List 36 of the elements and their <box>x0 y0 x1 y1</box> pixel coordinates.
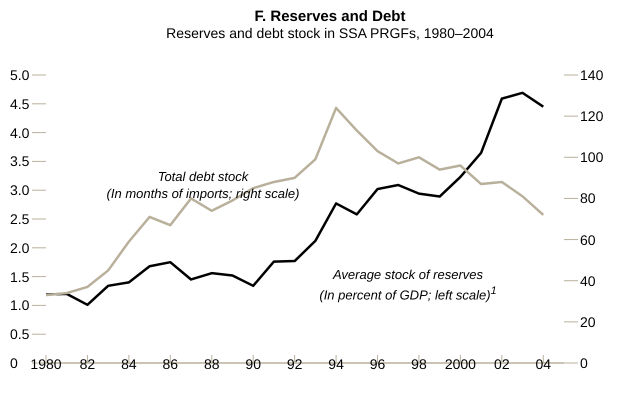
chart-title: F. Reserves and Debt <box>254 8 406 25</box>
y2-tick-label: 20 <box>580 312 596 331</box>
x-tick-label: 90 <box>245 356 262 372</box>
chart-subtitle: Reserves and debt stock in SSA PRGFs, 1980–2004 <box>165 25 495 41</box>
x-tick-label: 96 <box>370 356 386 372</box>
series-label: Total debt stock (In months of imports; right scale) <box>106 168 300 202</box>
y2-tick-label: 100 <box>580 148 604 166</box>
y2-tick-label: 140 <box>580 66 604 84</box>
y-tick-label: 2.5 <box>10 210 30 228</box>
y-tick-label: 1.0 <box>10 296 30 314</box>
x-tick-label: 2000 <box>444 356 476 372</box>
y-tick-label: 4.0 <box>10 124 30 142</box>
x-tick-label: 82 <box>80 356 96 372</box>
x-tick-label: 92 <box>286 356 303 372</box>
x-tick-label: 04 <box>535 356 552 372</box>
y2-tick-label: 0 <box>580 354 588 372</box>
x-tick-label: 98 <box>411 356 427 372</box>
y-tick-label: 2.0 <box>10 238 30 257</box>
y2-tick-label: 40 <box>580 272 596 290</box>
y-tick-label: 3.0 <box>10 181 30 200</box>
y-tick-label: 5.0 <box>10 66 30 84</box>
y-tick-label: 1.5 <box>10 268 30 286</box>
y-tick-label: 4.5 <box>10 94 30 113</box>
x-tick-label: 88 <box>204 356 220 372</box>
y2-tick-label: 120 <box>580 107 604 126</box>
x-tick-label: 86 <box>162 356 178 372</box>
y2-tick-label: 60 <box>580 230 596 249</box>
x-tick-label: 02 <box>494 356 510 372</box>
y-tick-label: 0.5 <box>10 325 30 344</box>
y-tick-label: 3.5 <box>10 152 30 170</box>
x-tick-label: 94 <box>328 356 344 372</box>
x-tick-label: 84 <box>121 356 137 372</box>
x-tick-label: 1980 <box>30 356 62 372</box>
series-label: Average stock of reserves (In percent of GDP; left scale)$^{1}$ <box>318 266 498 304</box>
y-tick-label: 0 <box>10 354 18 372</box>
y2-tick-label: 80 <box>580 189 596 208</box>
